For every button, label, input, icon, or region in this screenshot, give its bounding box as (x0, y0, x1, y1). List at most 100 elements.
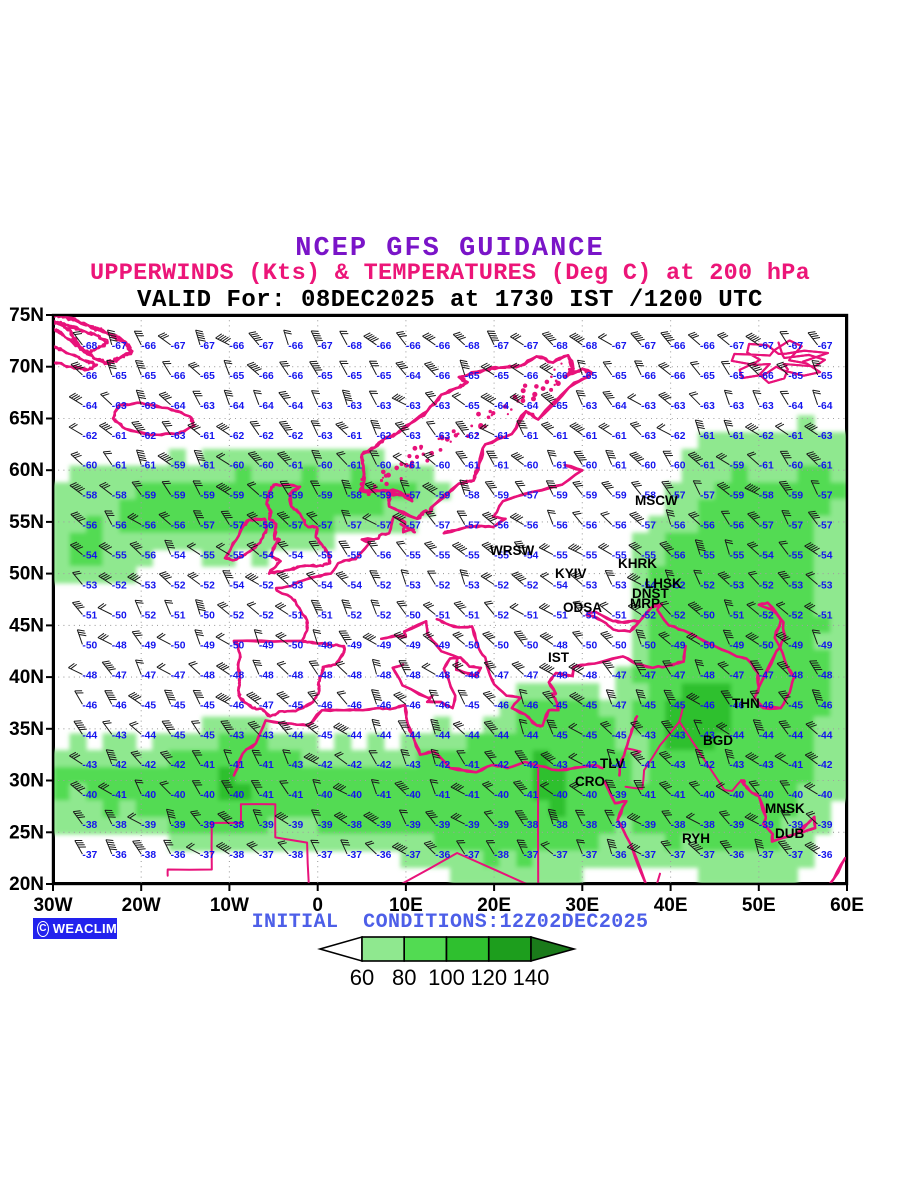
svg-text:-40: -40 (318, 790, 333, 801)
svg-text:-59: -59 (553, 491, 568, 502)
svg-text:-44: -44 (406, 730, 421, 741)
svg-text:-39: -39 (494, 820, 509, 831)
svg-text:-39: -39 (406, 820, 421, 831)
svg-text:-63: -63 (377, 401, 392, 412)
svg-text:-46: -46 (347, 700, 362, 711)
svg-text:-36: -36 (112, 850, 127, 861)
svg-text:-42: -42 (700, 760, 715, 771)
svg-text:-57: -57 (700, 491, 715, 502)
svg-text:-40: -40 (759, 790, 774, 801)
svg-text:-65: -65 (347, 371, 362, 382)
svg-text:-51: -51 (318, 611, 333, 622)
svg-text:-50: -50 (700, 640, 715, 651)
svg-text:0: 0 (312, 895, 323, 916)
svg-text:-67: -67 (612, 341, 627, 352)
svg-text:-54: -54 (347, 581, 362, 592)
svg-text:-42: -42 (112, 760, 127, 771)
svg-text:-49: -49 (435, 640, 450, 651)
svg-text:-37: -37 (700, 850, 715, 861)
svg-text:-41: -41 (435, 790, 450, 801)
svg-text:-54: -54 (553, 581, 568, 592)
svg-text:ODSA: ODSA (563, 600, 602, 615)
svg-text:-48: -48 (788, 670, 803, 681)
svg-text:-43: -43 (553, 760, 568, 771)
svg-text:-61: -61 (141, 461, 156, 472)
svg-text:-63: -63 (200, 401, 215, 412)
svg-text:-43: -43 (82, 760, 97, 771)
svg-text:-55: -55 (788, 551, 803, 562)
svg-text:-61: -61 (612, 431, 627, 442)
svg-text:-37: -37 (318, 850, 333, 861)
svg-text:-57: -57 (818, 521, 833, 532)
svg-text:-42: -42 (377, 760, 392, 771)
svg-text:-43: -43 (259, 730, 274, 741)
svg-text:-48: -48 (465, 670, 480, 681)
svg-text:-51: -51 (82, 611, 97, 622)
svg-text:-66: -66 (141, 341, 156, 352)
svg-text:KYIV: KYIV (555, 566, 587, 581)
svg-text:-45: -45 (641, 700, 656, 711)
svg-text:-44: -44 (347, 730, 362, 741)
svg-text:-63: -63 (347, 401, 362, 412)
svg-text:75N: 75N (9, 305, 44, 326)
svg-text:-36: -36 (435, 850, 450, 861)
svg-text:-55: -55 (112, 551, 127, 562)
svg-text:-48: -48 (347, 670, 362, 681)
svg-text:-65: -65 (494, 371, 509, 382)
svg-text:-40: -40 (700, 790, 715, 801)
svg-text:-66: -66 (435, 341, 450, 352)
svg-text:65N: 65N (9, 409, 44, 430)
svg-text:-44: -44 (759, 730, 774, 741)
svg-text:-36: -36 (377, 850, 392, 861)
svg-text:-56: -56 (729, 521, 744, 532)
svg-text:-38: -38 (347, 820, 362, 831)
svg-text:-39: -39 (171, 820, 186, 831)
svg-text:-59: -59 (377, 491, 392, 502)
svg-text:-56: -56 (494, 521, 509, 532)
svg-text:-66: -66 (82, 371, 97, 382)
svg-text:-63: -63 (318, 431, 333, 442)
svg-text:-39: -39 (612, 820, 627, 831)
svg-text:-41: -41 (641, 790, 656, 801)
svg-text:-65: -65 (729, 371, 744, 382)
svg-text:-68: -68 (347, 341, 362, 352)
svg-text:-53: -53 (788, 581, 803, 592)
svg-text:-46: -46 (435, 700, 450, 711)
svg-text:-37: -37 (759, 850, 774, 861)
svg-text:-45: -45 (200, 730, 215, 741)
svg-text:-61: -61 (818, 461, 833, 472)
svg-text:-48: -48 (229, 670, 244, 681)
svg-text:-62: -62 (229, 431, 244, 442)
svg-text:-66: -66 (671, 371, 686, 382)
svg-text:-59: -59 (171, 491, 186, 502)
svg-text:-61: -61 (700, 461, 715, 472)
svg-text:-61: -61 (700, 431, 715, 442)
svg-text:-52: -52 (524, 581, 539, 592)
svg-text:-63: -63 (112, 401, 127, 412)
svg-text:-52: -52 (259, 611, 274, 622)
svg-text:-61: -61 (406, 461, 421, 472)
svg-text:-47: -47 (494, 670, 509, 681)
svg-text:-46: -46 (82, 700, 97, 711)
svg-text:-57: -57 (641, 521, 656, 532)
svg-text:-64: -64 (524, 401, 539, 412)
svg-text:50N: 50N (9, 564, 44, 585)
svg-text:-54: -54 (818, 551, 833, 562)
svg-text:-63: -63 (406, 401, 421, 412)
svg-text:-64: -64 (612, 401, 627, 412)
svg-text:-62: -62 (377, 431, 392, 442)
svg-text:10E: 10E (389, 895, 423, 916)
svg-text:MRP: MRP (630, 596, 660, 611)
svg-text:-67: -67 (318, 341, 333, 352)
svg-text:-56: -56 (377, 551, 392, 562)
svg-text:-48: -48 (700, 670, 715, 681)
svg-text:-57: -57 (318, 521, 333, 532)
svg-text:-42: -42 (318, 760, 333, 771)
svg-text:-57: -57 (759, 521, 774, 532)
svg-text:THN: THN (732, 696, 760, 711)
svg-text:-39: -39 (465, 820, 480, 831)
svg-text:-49: -49 (406, 640, 421, 651)
svg-text:-56: -56 (141, 521, 156, 532)
svg-text:-36: -36 (818, 850, 833, 861)
svg-text:-42: -42 (524, 760, 539, 771)
